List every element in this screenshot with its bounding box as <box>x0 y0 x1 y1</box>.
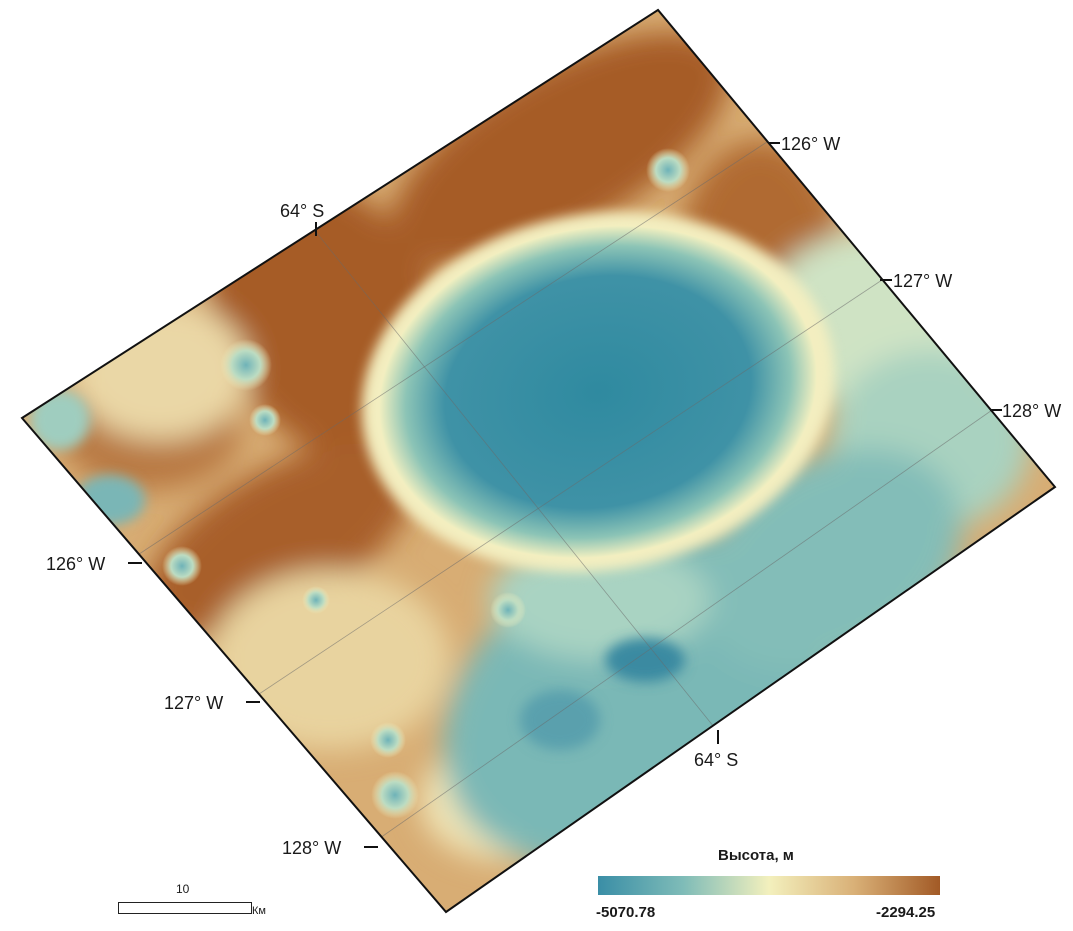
scale-bar <box>118 902 252 914</box>
lon-label-right-126: 126° W <box>781 134 840 154</box>
lon-label-left-127: 127° W <box>164 693 223 713</box>
scale-bar-value: 10 <box>176 882 190 896</box>
legend-min-label: -5070.78 <box>596 904 656 921</box>
lat-label-bottom: 64° S <box>694 750 738 770</box>
lon-label-left-126: 126° W <box>46 554 105 574</box>
legend-max-label: -2294.25 <box>876 904 936 921</box>
map-frame <box>20 8 1057 914</box>
coordinate-ticks <box>128 142 1002 848</box>
scale-bar-unit: Км <box>252 905 266 917</box>
lat-label-top: 64° S <box>280 201 324 221</box>
lon-label-left-128: 128° W <box>282 838 341 858</box>
lon-label-right-127: 127° W <box>893 271 952 291</box>
legend-color-ramp <box>598 876 940 895</box>
legend-title: Высота, м <box>718 847 794 864</box>
lon-label-right-128: 128° W <box>1002 401 1061 421</box>
graticule <box>129 139 996 846</box>
